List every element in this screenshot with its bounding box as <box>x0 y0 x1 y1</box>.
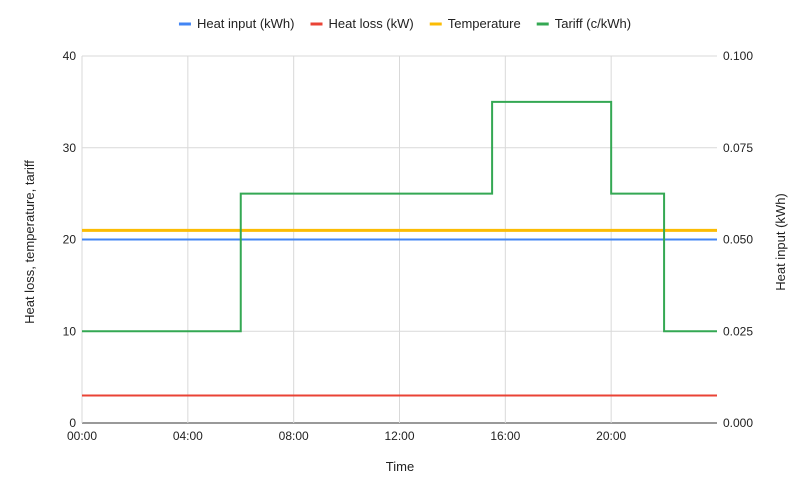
legend: Heat input (kWh) Heat loss (kW) Temperatur… <box>178 16 631 31</box>
legend-item[interactable]: Temperature <box>429 16 521 31</box>
legend-item[interactable]: Tariff (c/kWh) <box>536 16 631 31</box>
x-tick-label: 12:00 <box>384 429 414 443</box>
y2-tick-label: 0.025 <box>723 324 753 338</box>
legend-label: Heat input (kWh) <box>197 16 295 31</box>
legend-label: Heat loss (kW) <box>329 16 414 31</box>
legend-item[interactable]: Heat loss (kW) <box>310 16 414 31</box>
legend-label: Temperature <box>448 16 521 31</box>
right-axis-ticks: 0.000 0.025 0.050 0.075 0.100 <box>723 49 753 430</box>
y2-axis-title: Heat input (kWh) <box>773 193 788 291</box>
legend-item[interactable]: Heat input (kWh) <box>178 16 295 31</box>
y-tick-label: 40 <box>63 49 77 63</box>
y-tick-label: 30 <box>63 141 77 155</box>
x-tick-label: 20:00 <box>596 429 626 443</box>
y2-tick-label: 0.050 <box>723 233 753 247</box>
y2-tick-label: 0.000 <box>723 416 753 430</box>
x-tick-label: 16:00 <box>490 429 520 443</box>
x-tick-label: 08:00 <box>279 429 309 443</box>
x-tick-label: 00:00 <box>67 429 97 443</box>
series-lines <box>82 100 717 397</box>
x-tick-label: 04:00 <box>173 429 203 443</box>
series-line-3 <box>82 100 717 333</box>
y-tick-label: 10 <box>63 324 77 338</box>
y-axis-title: Heat loss, temperature, tariff <box>22 160 37 324</box>
y2-tick-label: 0.075 <box>723 141 753 155</box>
x-axis-ticks: 00:00 04:00 08:00 12:00 16:00 20:00 <box>67 429 627 443</box>
legend-label: Tariff (c/kWh) <box>555 16 631 31</box>
left-axis-ticks: 0 10 20 30 40 <box>63 49 77 430</box>
y-tick-label: 0 <box>69 416 76 430</box>
y2-tick-label: 0.100 <box>723 49 753 63</box>
x-axis-title: Time <box>386 459 414 474</box>
y-tick-label: 20 <box>63 233 77 247</box>
